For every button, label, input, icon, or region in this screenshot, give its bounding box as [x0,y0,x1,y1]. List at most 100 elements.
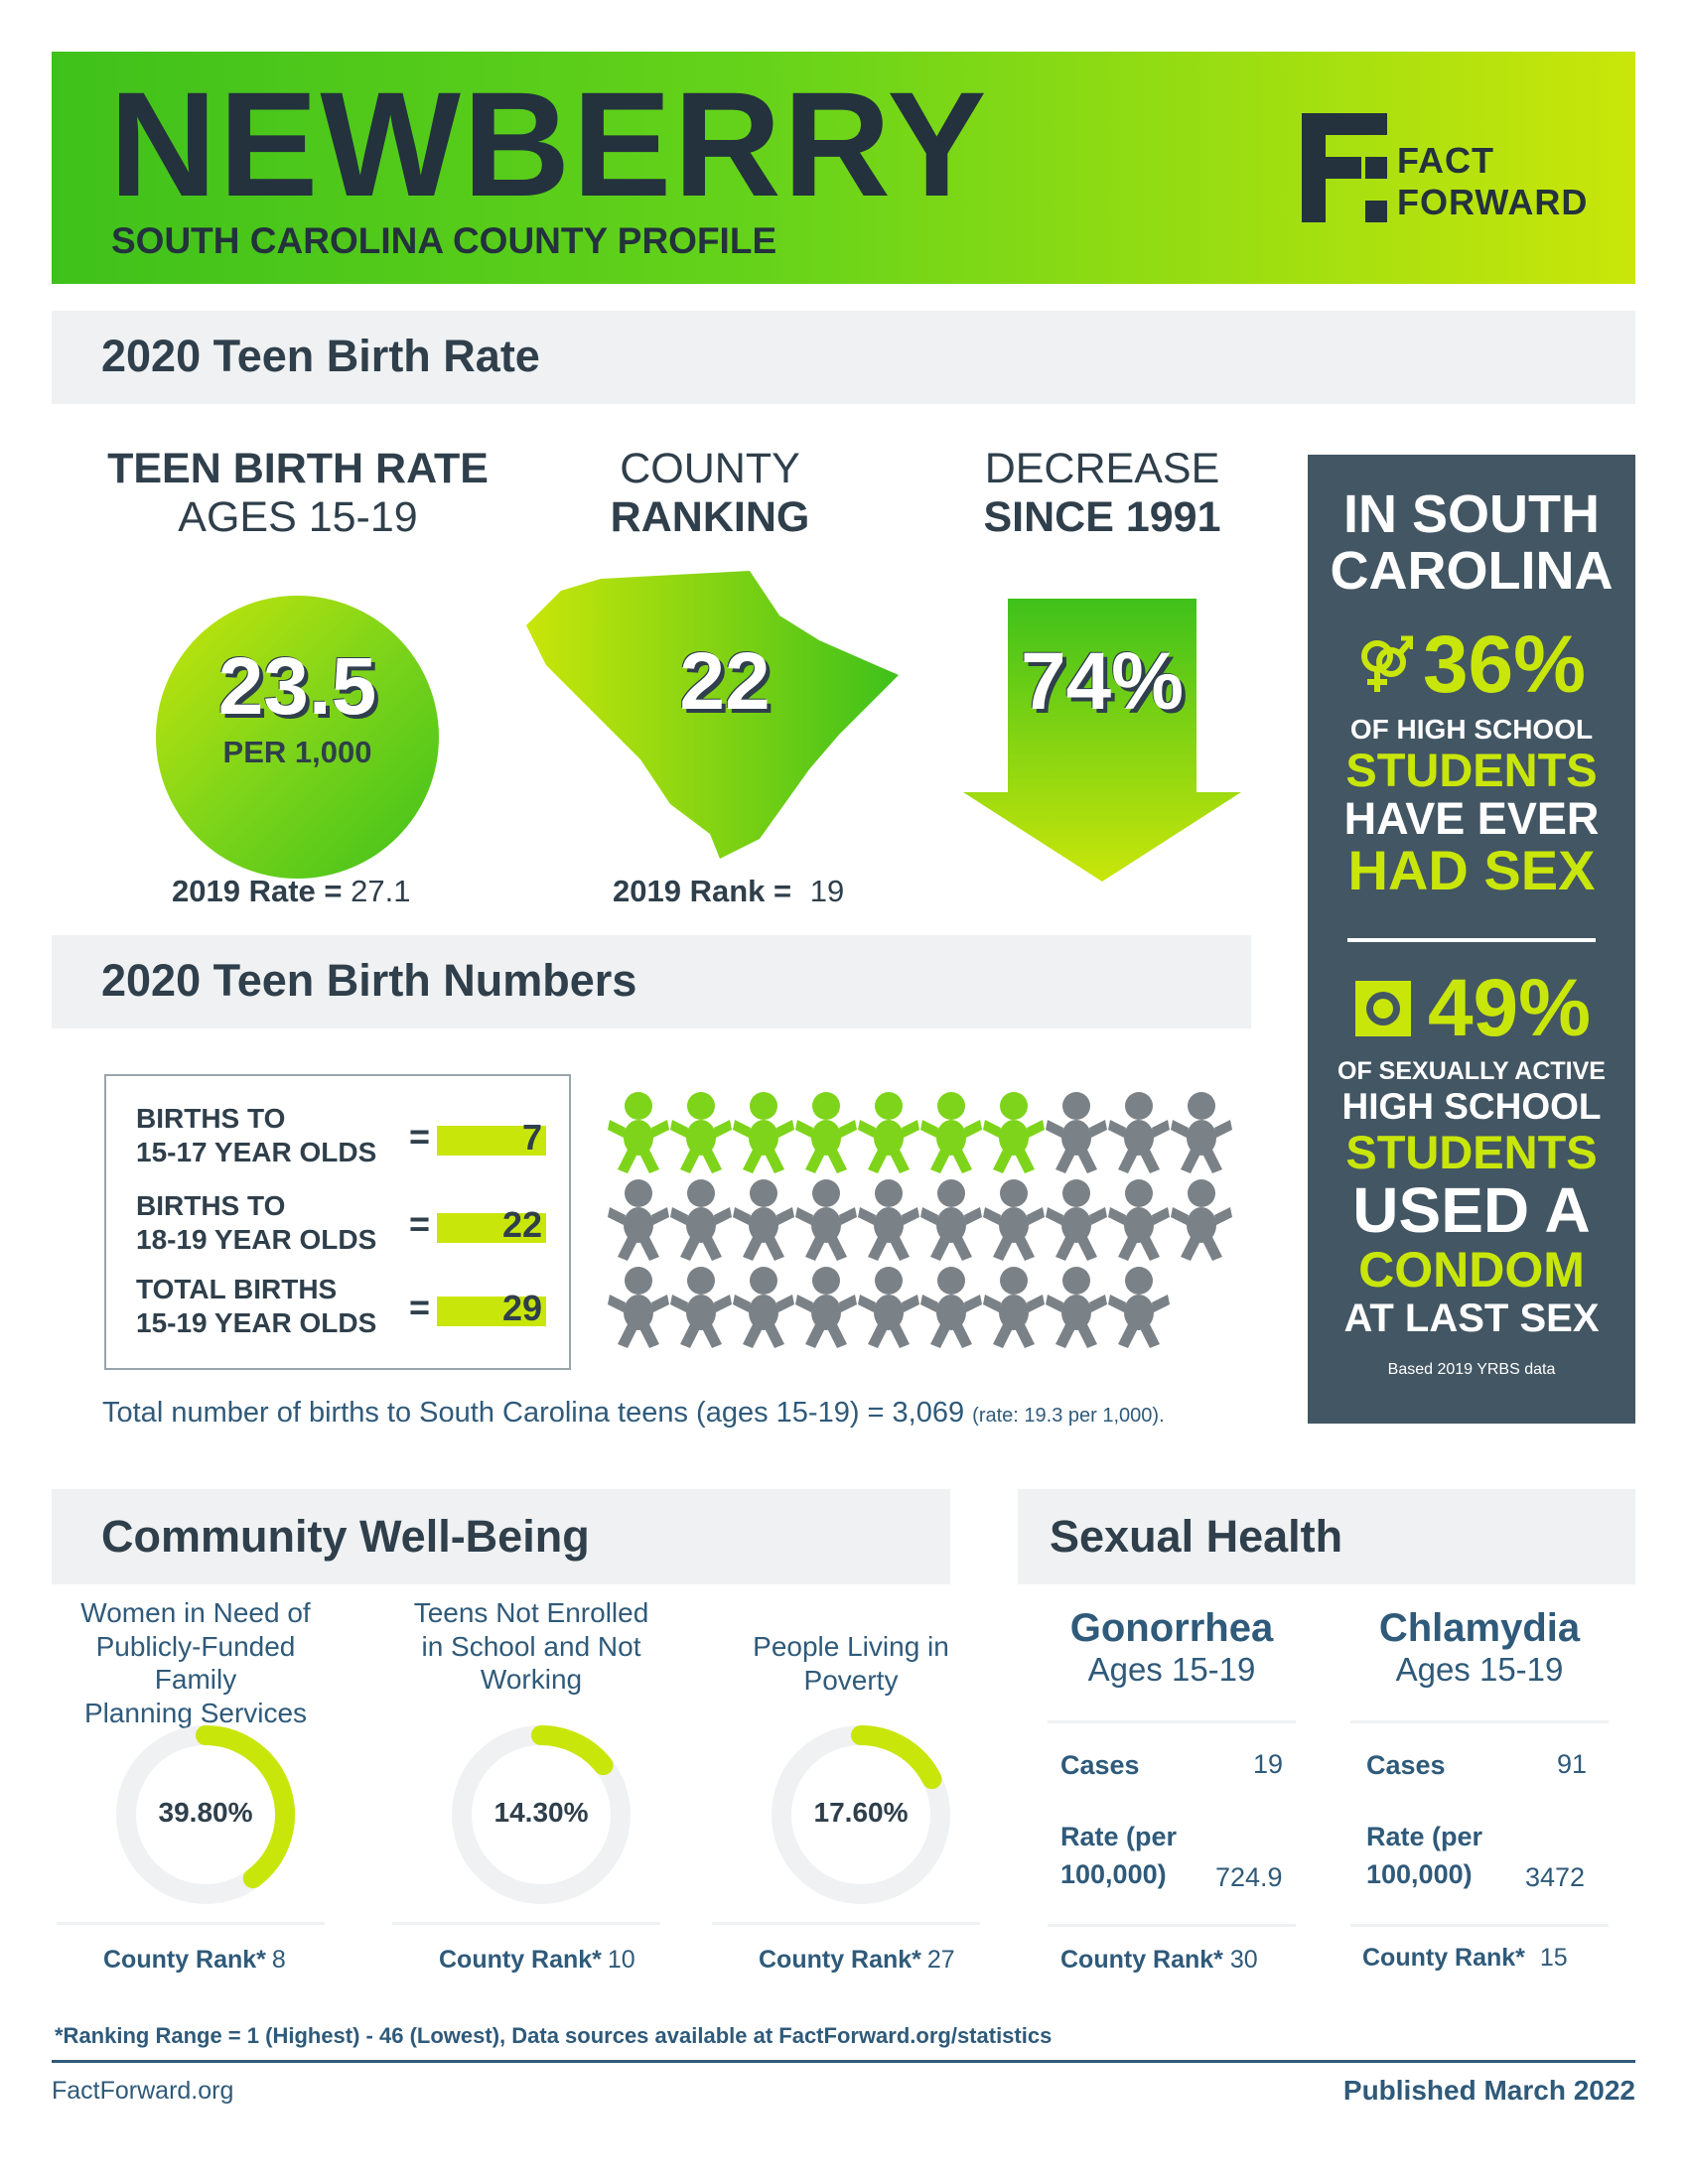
community-item-heading: Women in Need of Publicly-Funded Family Pl… [52,1596,340,1729]
ranking-heading-line2: RANKING [610,493,810,542]
chlamydia-block: Chlamydia Ages 15-19 [1350,1606,1609,1689]
ranking-heading-line1: COUNTY [620,445,800,492]
baby-icon [795,1179,857,1261]
gonorrhea-title: Gonorrhea [1069,1606,1274,1650]
condom-icon [1354,980,1411,1036]
baby-icon [920,1179,982,1261]
row2-label-line1: BIRTHS TO [136,1190,286,1221]
chlamydia-cases-value: 91 [1557,1749,1588,1779]
logo-mark-icon [1302,113,1387,222]
gonorrhea-cases-value: 19 [1253,1749,1284,1779]
panel-stat2-line1: OF SEXUALLY ACTIVE [1337,1056,1606,1085]
decrease-heading: DECREASE SINCE 1991 [943,445,1261,543]
rate-heading-line2: AGES 15-19 [178,493,418,542]
sc-births-rate-note: (rate: 19.3 per 1,000). [972,1405,1165,1427]
ranking-footnote: *Ranking Range = 1 (Highest) - 46 (Lowes… [55,2023,1053,2048]
births-total-value: 29 [437,1291,546,1326]
footer-site-link[interactable]: FactForward.org [52,2077,234,2105]
ranking-value: 22 [679,636,771,727]
ranking-2019: 2019 Rank = 19 [613,874,844,909]
county-subtitle: SOUTH CAROLINA COUNTY PROFILE [111,220,777,261]
births-15-17-value: 7 [437,1120,546,1156]
birth-numbers-section-title: 2020 Teen Birth Numbers [101,955,637,1006]
rate-2019: 2019 Rate = 27.1 [172,874,410,909]
ranking-heading: COUNTY RANKING [551,445,869,543]
births-row-18-19-label: BIRTHS TO 18-19 YEAR OLDS [136,1189,376,1256]
baby-icon [920,1267,982,1348]
gonorrhea-rank: County Rank* 30 [1060,1946,1258,1975]
row1-equals: = [409,1116,431,1157]
community-item-heading-line: People Living in [753,1631,949,1662]
baby-icon [1108,1179,1170,1261]
community-rank-label: County Rank* [759,1946,921,1974]
chlamydia-rule-bottom [1350,1924,1609,1927]
panel-source: Based 2019 YRBS data [1387,1361,1556,1379]
chlamydia-rank: County Rank* 15 [1362,1944,1568,1973]
panel-stat2-line5: CONDOM [1358,1241,1585,1297]
community-donut-chart [772,1725,950,1904]
community-item-heading-line: Teens Not Enrolled [413,1597,649,1628]
community-donut-value: 39.80% [158,1797,253,1828]
donut-arc [851,1725,942,1790]
panel-stat2-row: 49% [1308,962,1635,1053]
rate-circle: 23.5 PER 1,000 [156,596,439,879]
chlamydia-cases-label: Cases [1366,1750,1446,1780]
baby-icon [983,1179,1045,1261]
county-name: NEWBERRY [109,61,989,227]
panel-title-line2: CAROLINA [1330,540,1614,601]
baby-icon [608,1267,669,1348]
baby-icon [733,1092,794,1173]
community-section-title: Community Well-Being [101,1511,590,1562]
rate-heading-line1: TEEN BIRTH RATE [107,445,489,492]
community-rank-value: 10 [607,1946,635,1974]
gonorrhea-rate-value: 724.9 [1215,1862,1283,1892]
chlamydia-rate-label-line1: Rate (per [1366,1822,1483,1851]
community-rule [392,1922,660,1925]
rate-heading: TEEN BIRTH RATE AGES 15-19 [99,445,496,543]
community-donut-chart [452,1725,631,1904]
chlamydia-title: Chlamydia [1378,1606,1581,1650]
community-rule [712,1922,980,1925]
baby-icon [795,1092,857,1173]
community-section-bar: Community Well-Being [52,1489,950,1584]
panel-stat1-line3: HAVE EVER [1343,792,1600,844]
panel-stat1-value: 36% [1422,619,1587,711]
community-rank: County Rank* 8 [103,1946,286,1975]
baby-icon [670,1179,732,1261]
birth-rate-section-bar: 2020 Teen Birth Rate [52,311,1635,404]
panel-stat1-row: 36% [1308,624,1635,706]
baby-icon [920,1092,982,1173]
row2-equals: = [409,1203,431,1244]
gonorrhea-rate-label-line2: 100,000) [1060,1858,1167,1889]
baby-icon [795,1267,857,1348]
baby-icon [1108,1092,1170,1173]
south-carolina-panel: IN SOUTH CAROLINA 36% OF HIGH SCHOOL STU… [1308,455,1635,1424]
panel-stat1-line2: STUDENTS [1345,744,1598,797]
row1-label-line2: 15-17 YEAR OLDS [136,1136,377,1167]
baby-icon [1171,1179,1232,1261]
sexual-health-section-title: Sexual Health [1050,1511,1343,1562]
chlamydia-rate-label: Rate (per 100,000) [1366,1819,1482,1894]
birth-numbers-section-bar: 2020 Teen Birth Numbers [52,935,1251,1028]
baby-icon-grid [608,1090,1233,1358]
panel-stat2-line6: AT LAST SEX [1343,1297,1600,1341]
births-row-15-17-label: BIRTHS TO 15-17 YEAR OLDS [136,1102,376,1168]
baby-icon [858,1267,919,1348]
baby-icon [858,1092,919,1173]
donut-arc [531,1725,614,1776]
logo-text-forward: FORWARD [1397,182,1589,222]
panel-stat1-line1: OF HIGH SCHOOL [1349,714,1594,746]
community-rank-label: County Rank* [103,1946,266,1974]
community-item-heading-line: in School and Not [421,1630,641,1662]
row2-label-line2: 18-19 YEAR OLDS [136,1223,377,1255]
chlamydia-rule-top [1350,1720,1609,1723]
panel-stat2-line2: HIGH SCHOOL [1341,1085,1602,1127]
panel-stat1-line4: HAD SEX [1347,838,1596,901]
baby-icon [858,1179,919,1261]
community-donut-value: 14.30% [493,1797,589,1828]
community-item-heading-line: Working [480,1664,583,1696]
baby-icon [983,1267,1045,1348]
chlamydia-rate-value: 3472 [1525,1862,1586,1892]
baby-icon [1108,1267,1170,1348]
panel-stat2-value: 49% [1427,962,1592,1053]
